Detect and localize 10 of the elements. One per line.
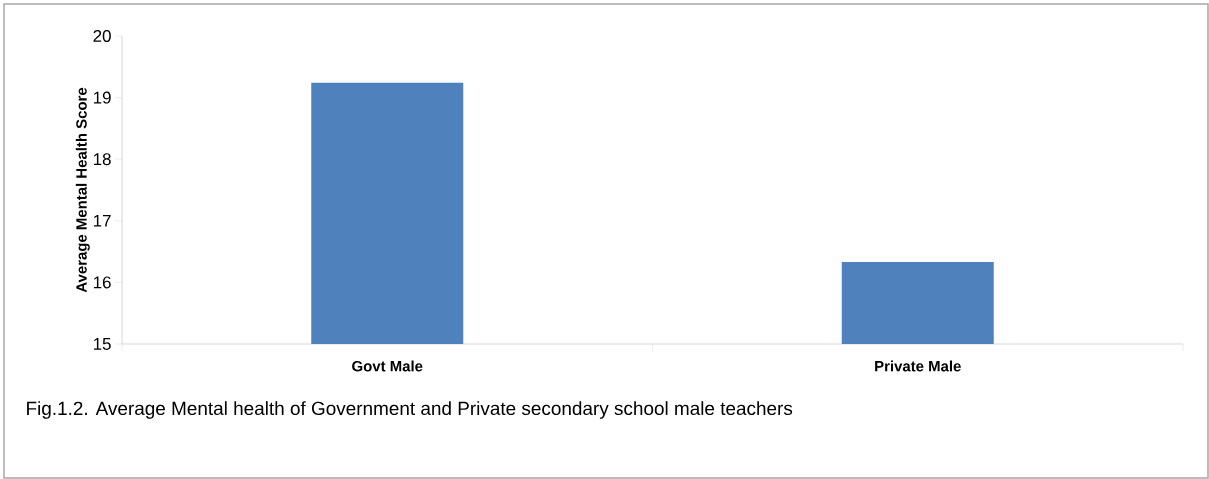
y-tick-label: 18: [93, 153, 111, 166]
y-axis-title: Average Mental Health Score: [75, 87, 90, 293]
y-tick-label: 17: [93, 214, 111, 227]
x-tick-label: Private Male: [875, 360, 961, 372]
y-tick-label: 20: [93, 29, 111, 42]
y-tick-label: 16: [93, 276, 111, 289]
y-tick-label: 19: [93, 91, 111, 104]
y-tick-label: 15: [93, 338, 111, 350]
caption: Fig.1.2. Average Mental health of Government and Private secondary school male teachers: [27, 401, 793, 419]
x-tick-label: Govt Male: [352, 360, 423, 372]
